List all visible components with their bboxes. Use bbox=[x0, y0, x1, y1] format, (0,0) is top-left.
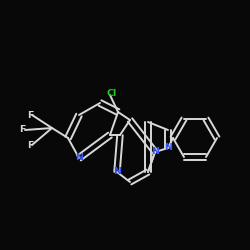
Text: N: N bbox=[164, 144, 172, 152]
Text: F: F bbox=[27, 110, 33, 120]
Text: N: N bbox=[113, 168, 121, 176]
Text: Cl: Cl bbox=[106, 88, 117, 98]
Text: F: F bbox=[19, 126, 26, 134]
Text: N: N bbox=[75, 154, 83, 162]
Text: F: F bbox=[27, 140, 33, 149]
Text: N: N bbox=[151, 148, 159, 156]
